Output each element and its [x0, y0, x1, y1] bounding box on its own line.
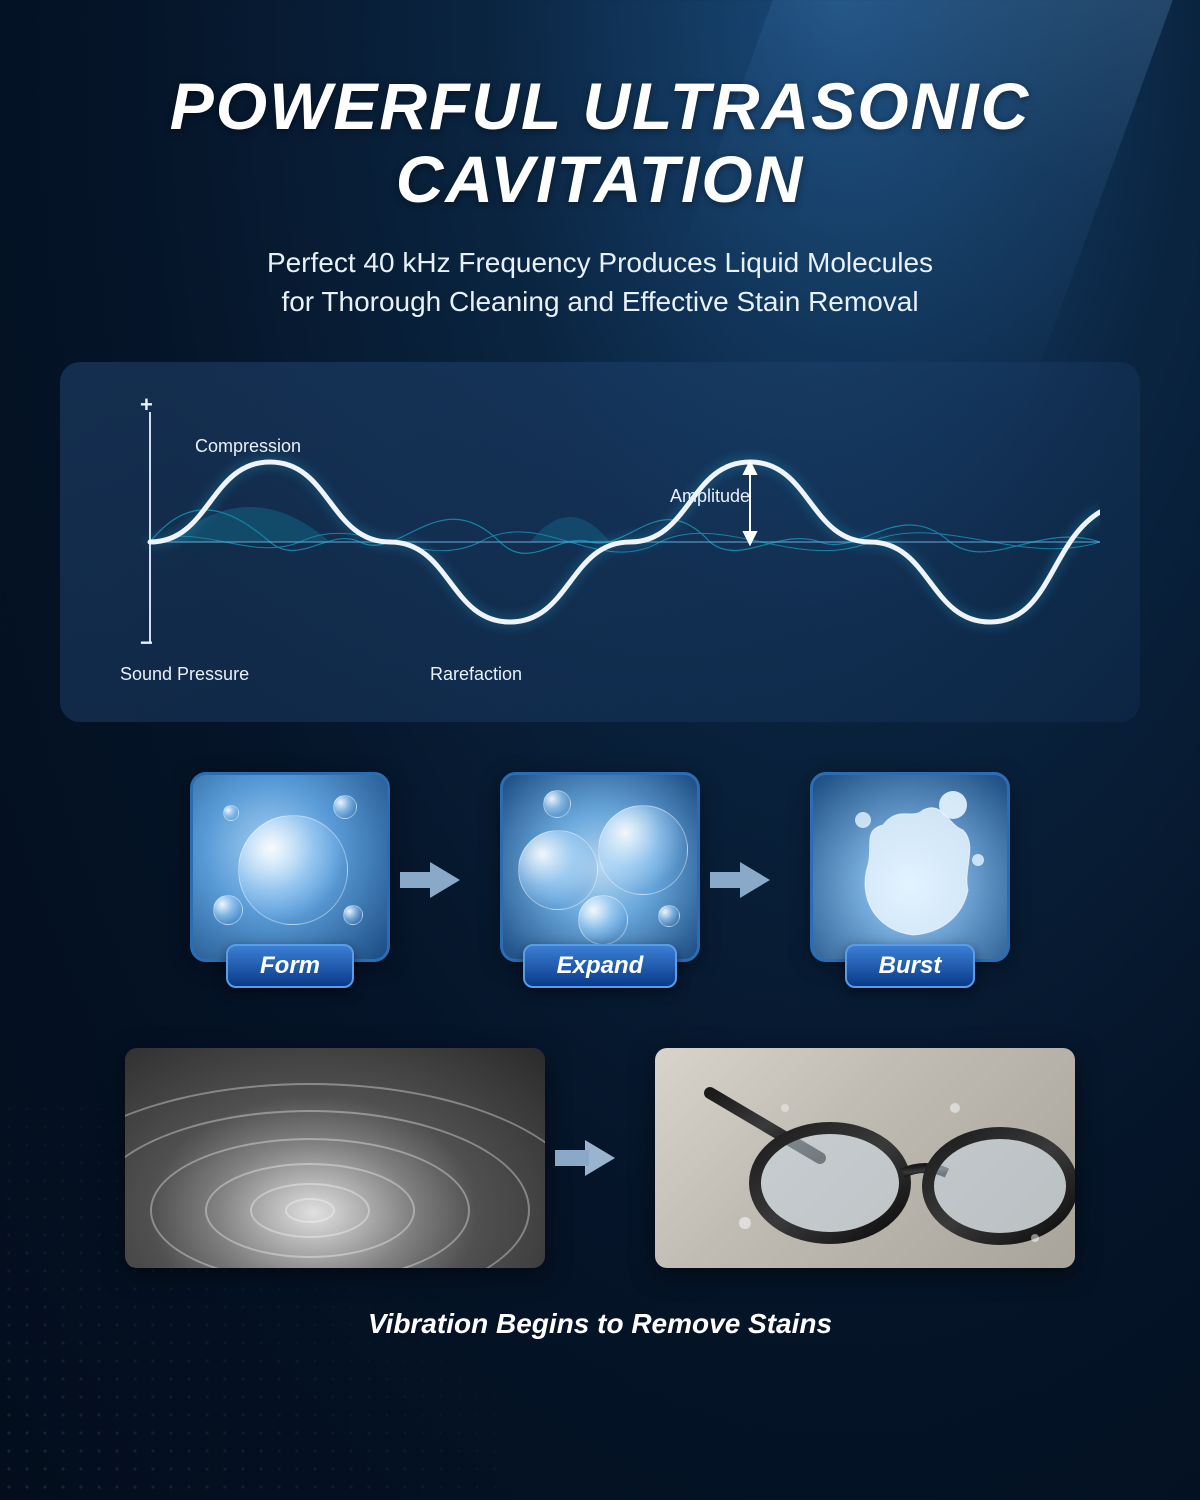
stage-card-form: Form [180, 772, 400, 988]
y-axis-label: Sound Pressure [120, 664, 249, 684]
page-subtitle: Perfect 40 kHz Frequency Produces Liquid… [60, 243, 1140, 321]
result-image-glasses [655, 1048, 1075, 1268]
stage-label-burst: Burst [845, 944, 976, 988]
result-caption: Vibration Begins to Remove Stains [60, 1308, 1140, 1340]
compression-label: Compression [195, 436, 301, 456]
subtitle-line-2: for Thorough Cleaning and Effective Stai… [281, 286, 918, 317]
arrow-icon [740, 862, 770, 898]
stage-image-form [190, 772, 390, 962]
stages-row: Form Expand Burst [60, 772, 1140, 988]
arrow-icon [430, 862, 460, 898]
y-axis-minus: − [140, 630, 153, 655]
stage-image-expand [500, 772, 700, 962]
y-axis-plus: + [140, 392, 153, 417]
stage-image-burst [810, 772, 1010, 962]
result-image-ripple [125, 1048, 545, 1268]
title-line-2: CAVITATION [396, 142, 805, 216]
noise-waves [150, 507, 1100, 553]
stage-card-expand: Expand [490, 772, 710, 988]
amplitude-label: Amplitude [670, 486, 750, 506]
stage-label-expand: Expand [523, 944, 678, 988]
burst-splash-icon [813, 775, 1010, 962]
stage-card-burst: Burst [800, 772, 1020, 988]
wave-chart-svg: + − Sound Pressure Compression Rarefacti… [100, 392, 1100, 692]
result-row [60, 1048, 1140, 1268]
title-line-1: POWERFUL ULTRASONIC [170, 69, 1031, 143]
arrow-icon [585, 1140, 615, 1176]
subtitle-line-1: Perfect 40 kHz Frequency Produces Liquid… [267, 247, 933, 278]
eyeglasses-icon [655, 1048, 1075, 1268]
wave-chart-panel: + − Sound Pressure Compression Rarefacti… [60, 362, 1140, 722]
rarefaction-label: Rarefaction [430, 664, 522, 684]
page-title: POWERFUL ULTRASONIC CAVITATION [60, 70, 1140, 215]
stage-label-form: Form [226, 944, 354, 988]
